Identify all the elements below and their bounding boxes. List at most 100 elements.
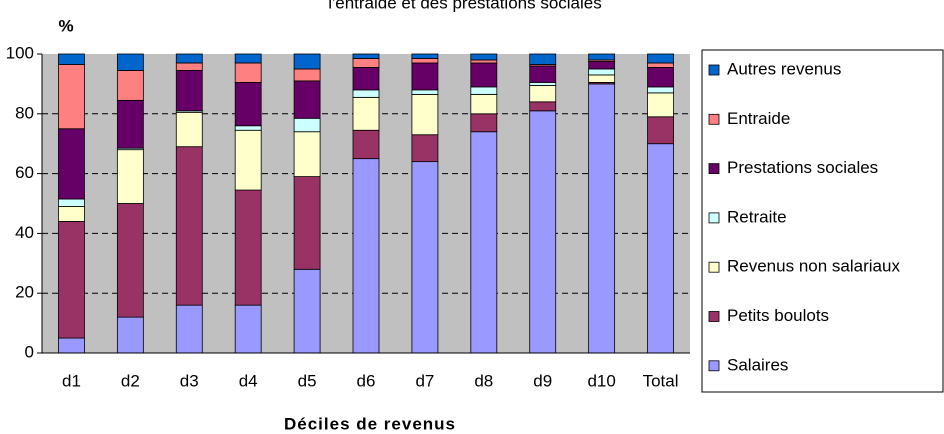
- bar-segment: [352, 96, 380, 131]
- x-axis-label: Déciles de revenus: [284, 414, 456, 433]
- bar-segment: [647, 92, 674, 118]
- bar-segment: [58, 206, 85, 222]
- legend-swatch: [708, 64, 720, 76]
- bar-segment: [293, 80, 321, 119]
- bar-segment: [411, 89, 439, 95]
- bar-segment: [175, 62, 203, 71]
- x-tick-label: d5: [298, 371, 317, 390]
- bar-segment: [116, 53, 144, 71]
- bar-segment: [175, 146, 203, 306]
- bar-segment: [529, 65, 557, 83]
- bar-segment: [58, 337, 85, 354]
- bar-segment: [647, 67, 674, 88]
- bar-segment: [293, 117, 321, 133]
- legend-swatch: [708, 113, 720, 125]
- bar-segment: [293, 268, 321, 354]
- bar-segment: [352, 67, 380, 91]
- legend-label: Retraite: [727, 207, 787, 226]
- bar-segment: [234, 129, 262, 191]
- legend-box: [701, 49, 944, 393]
- bar-segment: [58, 53, 85, 65]
- legend-label: Revenus non salariaux: [727, 257, 900, 276]
- bar-segment: [116, 99, 144, 149]
- y-tick-label: 80: [15, 103, 34, 122]
- x-tick-label: d1: [62, 371, 81, 390]
- bar-segment: [293, 53, 321, 70]
- bar-segment: [293, 176, 321, 270]
- bar-segment: [647, 86, 674, 94]
- bar-segment: [234, 53, 262, 64]
- bar-segment: [529, 82, 557, 86]
- bar-segment: [58, 64, 85, 130]
- legend-label: Autres revenus: [727, 59, 841, 78]
- bar-segment: [175, 111, 203, 148]
- bar-segment: [352, 158, 380, 354]
- bar-segment: [352, 89, 380, 98]
- bar-segment: [470, 131, 498, 354]
- bar-segment: [470, 93, 498, 115]
- bar-segment: [58, 198, 85, 207]
- bar-segment: [647, 62, 674, 68]
- y-tick-label: 0: [25, 342, 34, 361]
- legend-label: Salaires: [727, 355, 788, 374]
- bar-segment: [175, 70, 203, 112]
- legend-swatch: [708, 360, 720, 372]
- x-tick-label: d10: [587, 371, 615, 390]
- legend-swatch: [708, 311, 720, 322]
- legend-label: Entraide: [727, 109, 790, 128]
- chart-title: l'entraide et des prestations sociales: [328, 0, 602, 12]
- bar-segment: [116, 70, 144, 101]
- bar-segment: [588, 68, 616, 76]
- bar-segment: [470, 53, 498, 61]
- bar-segment: [588, 83, 616, 354]
- bar-segment: [293, 131, 321, 177]
- bar-segment: [352, 58, 380, 68]
- x-tick-label: d7: [415, 371, 434, 390]
- bar-segment: [470, 59, 498, 64]
- bar-segment: [588, 53, 616, 61]
- bar-segment: [234, 125, 262, 131]
- bar-segment: [529, 110, 557, 354]
- bar-segment: [116, 316, 144, 354]
- bar-segment: [58, 128, 85, 200]
- bar-segment: [293, 68, 321, 82]
- bar-segment: [470, 86, 498, 95]
- bar-segment: [588, 61, 616, 70]
- bar-segment: [411, 58, 439, 64]
- bar-segment: [234, 82, 262, 127]
- bar-segment: [234, 304, 262, 354]
- legend-swatch: [708, 212, 720, 224]
- y-tick-label: 60: [15, 163, 34, 182]
- bar-segment: [529, 53, 557, 65]
- x-tick-label: d8: [474, 371, 493, 390]
- y-axis-label: %: [58, 16, 73, 35]
- bar-segment: [647, 116, 674, 145]
- bar-segment: [647, 53, 674, 64]
- x-tick-label: d3: [180, 371, 199, 390]
- bar-segment: [470, 113, 498, 133]
- x-tick-label: d2: [121, 371, 140, 390]
- y-tick-label: 40: [15, 223, 34, 242]
- x-tick-label: Total: [643, 371, 679, 390]
- bar-segment: [234, 189, 262, 306]
- bar-segment: [529, 101, 557, 112]
- y-tick-label: 20: [15, 283, 34, 302]
- bar-segment: [411, 53, 439, 59]
- bar-segment: [411, 93, 439, 136]
- legend-label: Prestations sociales: [727, 158, 878, 177]
- bar-segment: [116, 203, 144, 318]
- x-tick-label: d9: [533, 371, 552, 390]
- x-tick-label: d4: [239, 371, 258, 390]
- bar-segment: [647, 143, 674, 354]
- x-tick-label: d6: [357, 371, 376, 390]
- legend-swatch: [708, 163, 720, 175]
- bar-segment: [58, 221, 85, 339]
- bar-segment: [352, 53, 380, 59]
- bar-segment: [411, 62, 439, 91]
- bar-segment: [352, 129, 380, 160]
- bar-segment: [411, 161, 439, 354]
- bar-segment: [234, 62, 262, 83]
- bar-segment: [470, 62, 498, 88]
- bar-segment: [175, 53, 203, 64]
